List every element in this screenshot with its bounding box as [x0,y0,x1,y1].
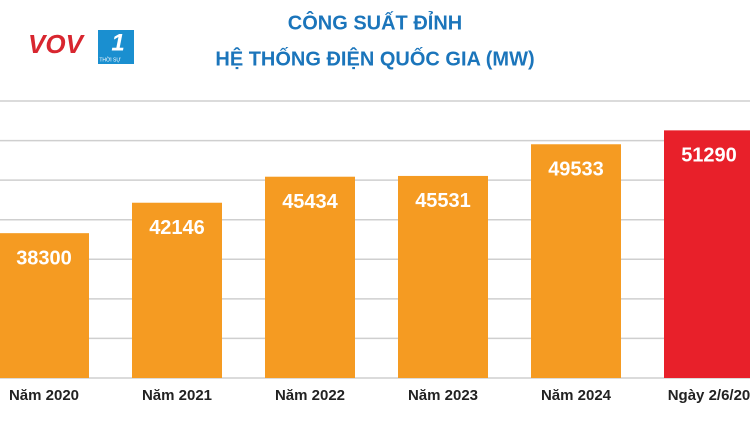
bar [398,175,488,378]
logo-channel: 1 [111,29,124,56]
logo-box [98,30,134,64]
chart-title: CÔNG SUẤT ĐỈNH [288,10,462,34]
chart-subtitle: HỆ THỐNG ĐIỆN QUỐC GIA (MW) [215,46,534,70]
x-tick-label: Năm 2023 [408,387,478,404]
x-tick-label: Năm 2021 [142,387,212,404]
value-label: 49533 [548,159,604,181]
x-tick-label: Năm 2020 [9,387,79,404]
bar [531,144,621,378]
value-label: 45531 [415,190,471,212]
value-label: 51290 [681,145,737,167]
x-tick-label: Năm 2024 [541,387,612,404]
logo-text: VOV [28,29,86,59]
x-tick-label: Ngày 2/6/20 [668,387,750,404]
bar [664,130,750,378]
logo-subtitle: THỜI SỰ [99,56,121,63]
bar [265,176,355,378]
bar [132,202,222,378]
bar [0,233,89,378]
logo: VOV 1 THỜI SỰ [28,29,134,64]
value-label: 42146 [149,217,205,239]
value-label: 45434 [282,191,338,213]
x-tick-label: Năm 2022 [275,387,345,404]
value-label: 38300 [16,247,72,269]
